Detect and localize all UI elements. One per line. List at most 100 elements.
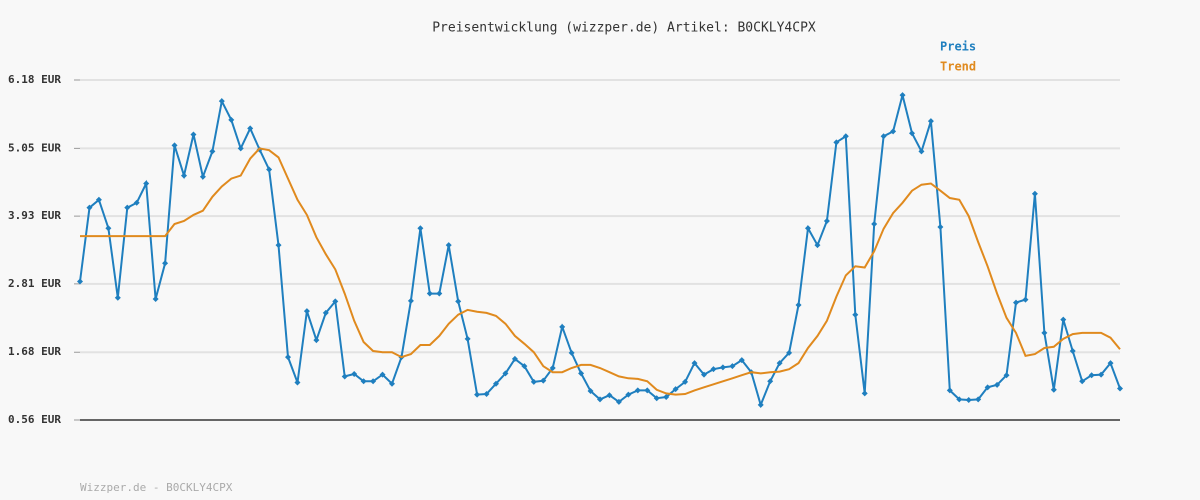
data-point xyxy=(927,118,934,125)
data-point xyxy=(237,145,244,152)
data-point xyxy=(597,396,603,403)
data-point xyxy=(899,92,906,99)
data-point xyxy=(332,298,339,305)
data-point xyxy=(1022,296,1029,303)
data-point xyxy=(994,381,1001,388)
data-point xyxy=(209,148,216,155)
data-point xyxy=(1013,299,1019,306)
data-point xyxy=(228,116,235,123)
chart-title: Preisentwicklung (wizzper.de) Artikel: B… xyxy=(432,21,816,36)
data-point xyxy=(464,335,471,342)
data-point xyxy=(1069,348,1076,355)
y-tick-label: 6.18 EUR xyxy=(8,73,61,86)
footer: Wizzper.de - B0CKLY4CPX xyxy=(80,481,233,494)
data-point xyxy=(606,392,613,399)
data-point xyxy=(757,401,764,408)
data-point xyxy=(890,128,897,135)
data-point xyxy=(767,378,774,385)
data-point xyxy=(918,148,925,155)
data-point xyxy=(445,242,452,249)
data-point xyxy=(124,204,131,211)
data-point xyxy=(181,172,187,179)
data-point xyxy=(521,363,528,370)
data-point xyxy=(1041,329,1048,336)
data-point xyxy=(823,217,830,224)
data-point xyxy=(776,360,783,367)
data-point xyxy=(909,130,915,137)
data-point xyxy=(549,364,556,371)
data-point xyxy=(77,278,83,285)
data-point xyxy=(341,373,348,380)
data-point xyxy=(719,364,726,371)
data-point xyxy=(653,395,660,402)
data-point xyxy=(407,297,414,304)
series-line xyxy=(80,147,1121,396)
data-point xyxy=(1079,378,1086,385)
data-point xyxy=(861,390,868,397)
data-point xyxy=(143,180,150,187)
data-point xyxy=(133,199,140,206)
data-point xyxy=(86,204,93,211)
y-tick-label: 3.93 EUR xyxy=(8,209,61,222)
data-point xyxy=(578,370,585,377)
data-point xyxy=(559,323,566,330)
data-point xyxy=(795,302,802,309)
data-point xyxy=(634,387,641,394)
data-point xyxy=(114,294,121,301)
data-point xyxy=(502,370,509,377)
data-point xyxy=(956,396,963,403)
data-point xyxy=(436,290,443,297)
data-point xyxy=(1060,316,1067,323)
data-point xyxy=(199,173,206,180)
data-point xyxy=(389,380,395,387)
data-point xyxy=(701,371,707,378)
data-point xyxy=(975,396,982,403)
data-point xyxy=(682,378,689,385)
data-point xyxy=(833,139,840,146)
legend-label: Trend xyxy=(940,60,976,74)
data-point xyxy=(738,357,745,364)
data-point xyxy=(880,133,887,140)
data-point xyxy=(946,387,953,394)
data-point xyxy=(540,377,547,384)
data-point xyxy=(663,394,670,401)
data-point xyxy=(105,225,112,232)
data-point xyxy=(493,380,499,387)
data-point xyxy=(729,363,736,370)
data-point xyxy=(275,242,282,249)
data-point xyxy=(1050,386,1057,393)
data-point xyxy=(937,224,944,231)
data-point xyxy=(625,391,632,398)
data-point xyxy=(871,220,878,227)
data-point xyxy=(691,360,698,367)
data-point xyxy=(511,355,518,362)
data-point xyxy=(483,390,490,397)
data-point xyxy=(1088,372,1095,379)
data-point xyxy=(190,131,197,138)
data-point xyxy=(322,309,329,316)
data-point xyxy=(568,349,575,356)
data-point xyxy=(417,225,424,232)
data-point xyxy=(672,386,679,393)
y-tick-label: 2.81 EUR xyxy=(8,277,61,290)
data-point xyxy=(842,133,849,140)
data-point xyxy=(814,242,821,249)
data-point xyxy=(530,378,537,385)
data-point xyxy=(587,387,594,394)
data-point xyxy=(1031,190,1038,197)
data-point xyxy=(1098,371,1105,378)
data-point xyxy=(294,379,301,386)
y-tick-label: 1.68 EUR xyxy=(8,345,61,358)
data-point xyxy=(852,311,859,318)
data-point xyxy=(313,337,320,344)
data-point xyxy=(805,225,811,232)
data-point xyxy=(786,349,793,356)
data-point xyxy=(152,296,159,303)
data-point xyxy=(370,378,377,385)
data-point xyxy=(285,354,291,361)
data-point xyxy=(426,290,433,297)
data-point xyxy=(162,260,169,267)
legend-label: Preis xyxy=(940,40,976,54)
data-point xyxy=(379,371,386,378)
data-point xyxy=(303,308,310,315)
